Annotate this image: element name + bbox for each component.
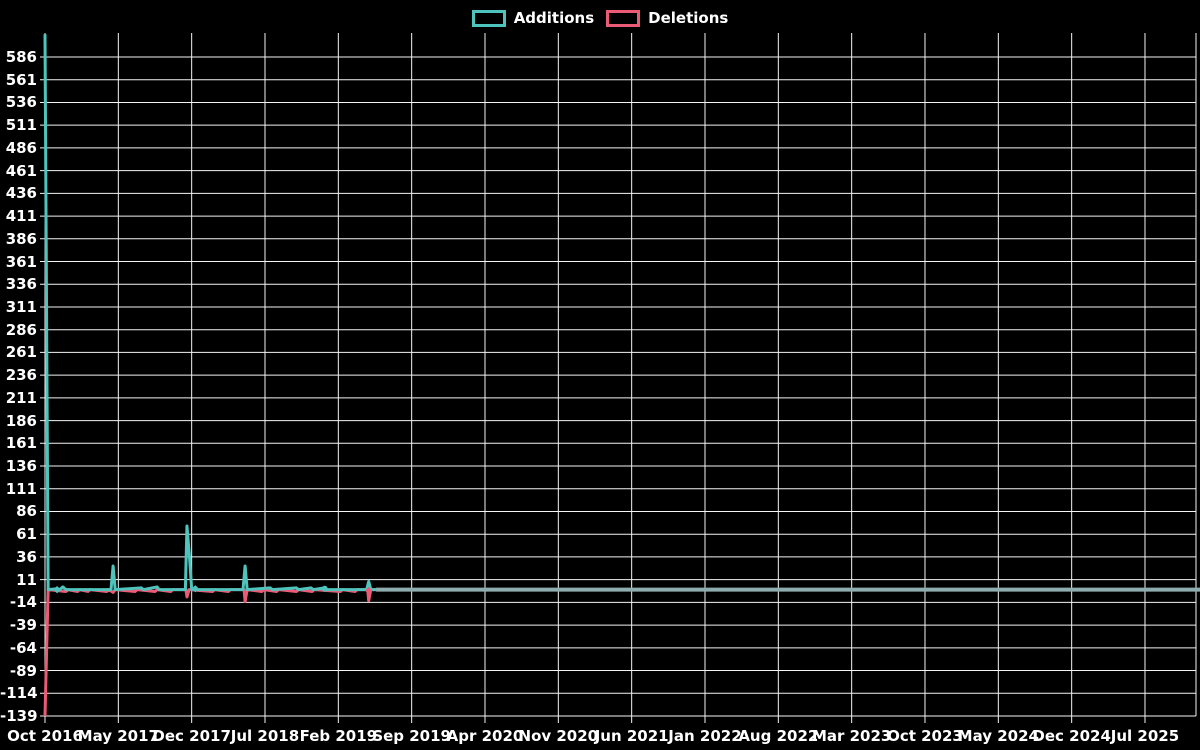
legend-item-additions[interactable]: Additions (471, 9, 595, 27)
x-tick-label: May 2024 (957, 727, 1039, 745)
y-tick-label: 561 (5, 70, 37, 89)
y-tick-label: 436 (5, 184, 37, 203)
point-marker (321, 585, 328, 592)
x-tick-label: Mar 2023 (811, 727, 892, 745)
point-marker (53, 585, 61, 594)
y-tick-label: 336 (5, 275, 37, 294)
y-tick-label: 586 (5, 48, 37, 66)
x-tick-label: Jan 2022 (668, 727, 742, 745)
y-tick-label: 486 (5, 138, 37, 157)
additions-swatch (471, 9, 506, 27)
y-tick-label: -89 (9, 661, 37, 680)
x-tick-label: Aug 2022 (738, 727, 819, 745)
y-tick-label: 236 (5, 366, 37, 385)
y-tick-label: 311 (5, 297, 37, 316)
x-tick-label: Feb 2019 (299, 727, 378, 745)
chart-legend: Additions Deletions (0, 7, 1200, 29)
x-tick-label: Jul 2018 (230, 727, 300, 745)
y-tick-label: 386 (5, 229, 37, 248)
y-tick-label: 111 (5, 479, 37, 498)
x-tick-label: Oct 2016 (7, 727, 83, 745)
y-tick-label: 536 (5, 93, 37, 112)
x-tick-label: Apr 2020 (446, 727, 524, 745)
x-tick-label: May 2017 (77, 727, 159, 745)
legend-label-deletions: Deletions (648, 9, 729, 27)
y-tick-label: -14 (9, 593, 37, 612)
y-tick-label: 261 (5, 343, 37, 362)
y-tick-label: 461 (5, 161, 37, 180)
y-tick-label: 86 (16, 502, 37, 521)
y-tick-label: 411 (5, 207, 37, 226)
legend-item-deletions[interactable]: Deletions (606, 9, 728, 27)
y-tick-label: -114 (0, 684, 38, 703)
deletions-line (43, 588, 377, 717)
x-tick-label: Dec 2017 (152, 727, 231, 745)
y-tick-label: 511 (5, 116, 37, 135)
y-tick-label: 211 (5, 388, 37, 407)
y-tick-label: -64 (9, 638, 37, 657)
y-tick-label: 361 (5, 252, 37, 271)
y-tick-label: 61 (16, 525, 37, 544)
y-tick-label: 136 (5, 457, 37, 476)
x-tick-label: Sep 2019 (372, 727, 451, 745)
y-tick-label: 11 (16, 570, 37, 589)
y-tick-label: 186 (5, 411, 37, 430)
legend-label-additions: Additions (513, 9, 595, 27)
y-tick-label: 36 (16, 547, 37, 566)
y-tick-label: -39 (9, 616, 37, 635)
x-tick-label: Jun 2021 (594, 727, 669, 745)
point-marker (365, 586, 373, 595)
x-tick-label: Dec 2024 (1032, 727, 1111, 745)
x-tick-label: Oct 2023 (887, 727, 963, 745)
x-tick-label: Jul 2025 (1110, 727, 1180, 745)
additions-line (43, 34, 377, 592)
y-tick-label: -139 (0, 707, 38, 725)
x-tick-label: Nov 2020 (518, 727, 599, 745)
deletions-swatch (606, 9, 641, 27)
y-tick-label: 161 (5, 434, 37, 453)
y-tick-label: 286 (5, 320, 37, 339)
